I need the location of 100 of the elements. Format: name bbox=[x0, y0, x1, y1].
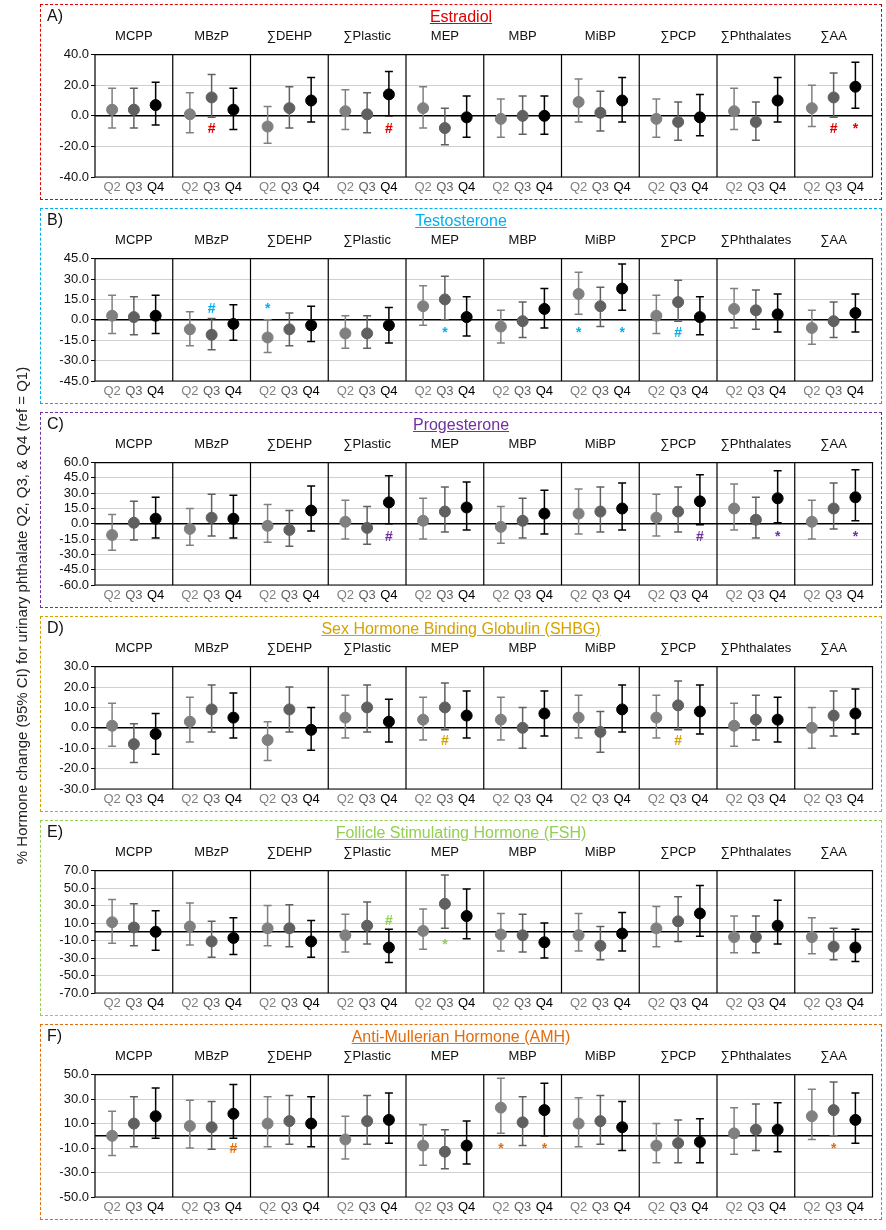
data-label: * bbox=[830, 1139, 837, 1156]
text: Q2 bbox=[103, 179, 121, 195]
text: Q2 bbox=[414, 383, 432, 399]
text: Q3 bbox=[125, 1199, 143, 1215]
text: Q3 bbox=[125, 179, 143, 195]
text: Q3 bbox=[513, 995, 532, 1011]
text: Q3 bbox=[591, 791, 610, 807]
data-label: * bbox=[852, 119, 859, 136]
chart-title: Progesterone bbox=[412, 416, 510, 433]
text: Q3 bbox=[280, 383, 299, 399]
y-tick-label: -60.0 bbox=[59, 576, 89, 592]
text: Q3 bbox=[591, 383, 610, 399]
data-label: * bbox=[619, 323, 626, 340]
text: Q3 bbox=[591, 1199, 610, 1215]
x-tick-label: MiBP bbox=[584, 232, 616, 248]
x-tick-label: ∑AA bbox=[820, 640, 848, 656]
text: Q2 bbox=[258, 383, 277, 399]
y-tick-label: 0.0 bbox=[70, 107, 89, 123]
text: Q2 bbox=[803, 587, 821, 603]
x-tick-label: MEP bbox=[430, 436, 459, 452]
data-label: # bbox=[385, 527, 393, 544]
text: Q2 bbox=[103, 383, 121, 399]
text: Q2 bbox=[103, 791, 121, 807]
y-tick-label: 40.0 bbox=[63, 46, 89, 62]
x-tick-label: ∑DEHP bbox=[266, 640, 313, 656]
text: Q2 bbox=[569, 791, 588, 807]
data-label: # bbox=[674, 731, 683, 748]
text: Q4 bbox=[691, 383, 709, 399]
text: Q2 bbox=[492, 587, 510, 603]
x-tick-label: MBzP bbox=[194, 28, 229, 44]
text: Q2 bbox=[647, 1199, 666, 1215]
text: Q2 bbox=[336, 383, 355, 399]
text: Q3 bbox=[824, 995, 843, 1011]
text: Q3 bbox=[280, 587, 299, 603]
text: Q2 bbox=[414, 791, 432, 807]
text: Q2 bbox=[647, 791, 666, 807]
y-tick-label: -40.0 bbox=[59, 168, 89, 184]
y-tick-label: 0.0 bbox=[70, 515, 89, 531]
text: Q2 bbox=[569, 995, 588, 1011]
text: Q4 bbox=[302, 791, 320, 807]
text: Q4 bbox=[224, 1199, 243, 1215]
data-label: * bbox=[442, 935, 449, 952]
y-tick-label: -10.0 bbox=[59, 739, 89, 755]
text: Q3 bbox=[824, 383, 843, 399]
x-tick-label: ∑Plastic bbox=[343, 1048, 392, 1064]
text: Q2 bbox=[103, 587, 121, 603]
text: Q2 bbox=[181, 995, 199, 1011]
text: Q4 bbox=[691, 791, 709, 807]
text: Q2 bbox=[414, 1199, 432, 1215]
x-tick-label: MBzP bbox=[194, 1048, 229, 1064]
y-tick-label: 70.0 bbox=[63, 862, 89, 878]
x-tick-label: ∑Plastic bbox=[343, 436, 392, 452]
text: Q2 bbox=[336, 179, 355, 195]
text: Q4 bbox=[846, 179, 865, 195]
text: Q4 bbox=[613, 179, 631, 195]
text: Q4 bbox=[613, 383, 631, 399]
text: Q2 bbox=[258, 179, 277, 195]
y-tick-label: -30.0 bbox=[59, 545, 89, 561]
text: Q3 bbox=[669, 383, 687, 399]
text: Q4 bbox=[846, 995, 865, 1011]
text: Q3 bbox=[669, 1199, 687, 1215]
text: Q3 bbox=[513, 1199, 532, 1215]
x-tick-label: ∑PCP bbox=[660, 28, 697, 44]
x-tick-label: ∑AA bbox=[820, 232, 848, 248]
text: Q4 bbox=[302, 1199, 320, 1215]
x-tick-label: MBP bbox=[508, 232, 537, 248]
y-tick-label: 45.0 bbox=[63, 250, 89, 266]
x-tick-label: MBP bbox=[508, 1048, 537, 1064]
text: A) bbox=[47, 7, 63, 25]
text: Q4 bbox=[846, 587, 865, 603]
x-tick-label: ∑AA bbox=[820, 436, 848, 452]
chart-title: Estradiol bbox=[429, 8, 493, 25]
text: Q4 bbox=[457, 179, 476, 195]
x-tick-label: MBzP bbox=[194, 844, 229, 860]
text: Q2 bbox=[336, 995, 355, 1011]
x-tick-label: MEP bbox=[430, 28, 459, 44]
text: Q4 bbox=[146, 179, 165, 195]
x-tick-label: MBP bbox=[508, 28, 537, 44]
x-tick-label: MCPP bbox=[115, 28, 153, 44]
data-label: # bbox=[385, 911, 393, 928]
y-tick-label: 0.0 bbox=[70, 311, 89, 327]
text: Q4 bbox=[224, 383, 243, 399]
text: Q3 bbox=[436, 995, 454, 1011]
text: Q4 bbox=[380, 383, 398, 399]
x-tick-label: MCPP bbox=[115, 1048, 153, 1064]
text: D) bbox=[47, 619, 64, 637]
x-tick-label: MiBP bbox=[584, 436, 616, 452]
x-tick-label: ∑DEHP bbox=[266, 436, 313, 452]
y-tick-label: 45.0 bbox=[63, 469, 89, 485]
text: Q2 bbox=[569, 179, 588, 195]
x-tick-label: MBP bbox=[508, 436, 537, 452]
text: Q4 bbox=[535, 383, 554, 399]
x-tick-label: MBP bbox=[508, 640, 537, 656]
text: Q3 bbox=[358, 1199, 376, 1215]
text: Q4 bbox=[535, 791, 554, 807]
x-tick-label: ∑DEHP bbox=[266, 28, 313, 44]
text: Q2 bbox=[258, 791, 277, 807]
text: Q4 bbox=[768, 791, 787, 807]
y-tick-label: 20.0 bbox=[63, 678, 89, 694]
text: Q4 bbox=[380, 791, 398, 807]
